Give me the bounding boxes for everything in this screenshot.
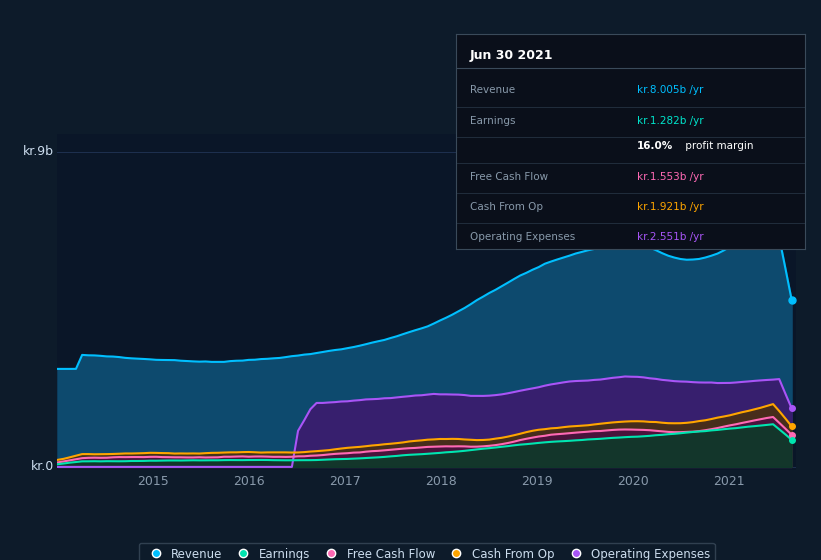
Text: kr.2.551b /yr: kr.2.551b /yr (637, 232, 704, 242)
Text: Revenue: Revenue (470, 85, 515, 95)
Text: kr.1.921b /yr: kr.1.921b /yr (637, 202, 704, 212)
Text: Operating Expenses: Operating Expenses (470, 232, 575, 242)
Text: Free Cash Flow: Free Cash Flow (470, 171, 548, 181)
Text: Jun 30 2021: Jun 30 2021 (470, 49, 553, 62)
Text: profit margin: profit margin (682, 141, 754, 151)
Text: Earnings: Earnings (470, 115, 515, 125)
Text: Cash From Op: Cash From Op (470, 202, 543, 212)
Text: kr.8.005b /yr: kr.8.005b /yr (637, 85, 704, 95)
Text: kr.1.282b /yr: kr.1.282b /yr (637, 115, 704, 125)
Text: 16.0%: 16.0% (637, 141, 673, 151)
Text: kr.0: kr.0 (30, 460, 54, 473)
Text: kr.1.553b /yr: kr.1.553b /yr (637, 171, 704, 181)
Text: kr.9b: kr.9b (23, 146, 54, 158)
Legend: Revenue, Earnings, Free Cash Flow, Cash From Op, Operating Expenses: Revenue, Earnings, Free Cash Flow, Cash … (139, 543, 715, 560)
